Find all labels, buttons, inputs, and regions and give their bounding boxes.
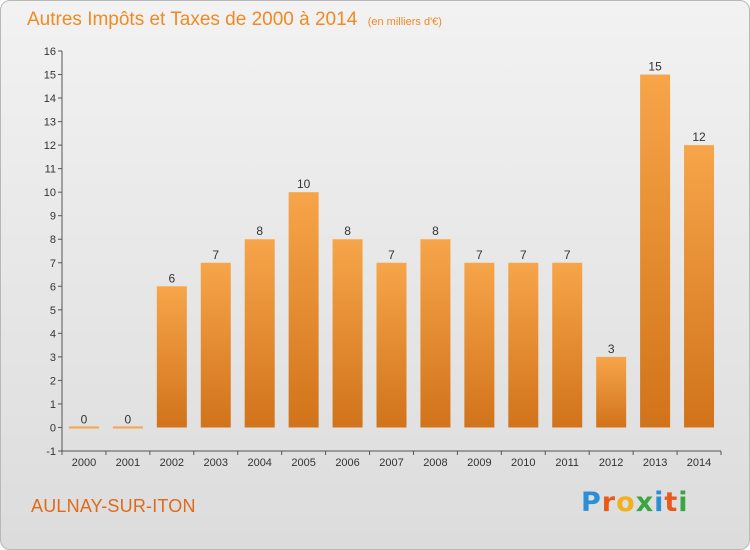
bar	[200, 262, 231, 428]
bar	[508, 262, 539, 428]
y-tick-label: 1	[50, 399, 56, 411]
y-tick-label: 12	[44, 140, 56, 152]
chart-subtitle: (en milliers d'€)	[367, 16, 442, 28]
bar-value-label: 0	[125, 412, 132, 426]
x-axis: 2000 2001 2002 2003 2004 2005 2006 2007 2008 2009…	[61, 450, 722, 469]
bar	[156, 286, 187, 428]
y-tick-label: 9	[50, 211, 56, 223]
chart-title-row: Autres Impôts et Taxes de 2000 à 2014 (e…	[27, 9, 442, 31]
x-tick-label: 2004	[247, 457, 271, 469]
data-labels: 0 0 6 7 8 10 8 7 8 7 7 7 3 15 12	[81, 60, 706, 427]
x-tick-label: 2005	[291, 457, 315, 469]
y-tick-label: 15	[44, 70, 56, 82]
y-tick-label: 5	[50, 305, 56, 317]
x-tick-label: 2007	[379, 457, 403, 469]
x-tick-label: 2002	[160, 457, 184, 469]
y-tick-label: 4	[50, 328, 56, 340]
bar-value-label: 8	[432, 224, 439, 238]
x-tick-label: 2011	[555, 457, 579, 469]
y-tick-label: 10	[44, 187, 56, 199]
x-tick-label: 2010	[511, 457, 535, 469]
bar-value-label: 3	[608, 342, 615, 356]
chart-title: Autres Impôts et Taxes de 2000 à 2014	[27, 9, 358, 30]
bar-value-label: 12	[692, 130, 706, 144]
proxiti-logo: Proxiti	[581, 487, 689, 518]
y-tick-label: 3	[50, 352, 56, 364]
bar	[112, 426, 143, 429]
x-tick-label: 2000	[72, 457, 96, 469]
bar	[596, 356, 627, 428]
bar	[420, 239, 451, 428]
logo-letter: P	[581, 487, 602, 518]
logo-letter: t	[664, 487, 679, 518]
y-tick-label: 13	[44, 117, 56, 129]
x-tick-label: 2009	[467, 457, 491, 469]
bar	[68, 426, 99, 429]
bar-value-label: 7	[388, 248, 395, 262]
bar-value-label: 15	[648, 60, 662, 74]
bar-value-label: 10	[297, 177, 311, 191]
logo-letter: i	[654, 487, 665, 518]
x-tick-label: 2008	[423, 457, 447, 469]
y-tick-label: 16	[44, 46, 56, 58]
y-tick-label: 0	[50, 422, 56, 434]
x-tick-label: 2012	[599, 457, 623, 469]
bar	[684, 145, 715, 428]
y-tick-label: 7	[50, 258, 56, 270]
bar	[640, 74, 671, 428]
bar	[376, 262, 407, 428]
bar-value-label: 8	[256, 224, 263, 238]
bar-value-label: 7	[212, 248, 219, 262]
logo-letter: i	[678, 487, 689, 518]
y-tick-label: 8	[50, 234, 56, 246]
logo-letter: x	[635, 487, 655, 518]
bar-value-label: 0	[81, 412, 88, 426]
x-tick-label: 2006	[335, 457, 359, 469]
bar-value-label: 7	[520, 248, 527, 262]
logo-letter: r	[601, 487, 617, 518]
bar-value-label: 7	[564, 248, 571, 262]
bar-value-label: 6	[168, 271, 175, 285]
bar-value-label: 7	[476, 248, 483, 262]
x-tick-label: 2013	[643, 457, 667, 469]
bar	[552, 262, 583, 428]
y-tick-label: 6	[50, 281, 56, 293]
bar	[332, 239, 363, 428]
y-tick-label: 14	[44, 93, 56, 105]
x-tick-label: 2001	[116, 457, 140, 469]
bars	[68, 74, 715, 429]
bar-value-label: 8	[344, 224, 351, 238]
y-tick-label: 11	[45, 164, 56, 176]
x-tick-label: 2014	[687, 457, 711, 469]
logo-letter: o	[616, 487, 636, 518]
y-tick-label: -1	[46, 446, 56, 458]
bar	[288, 192, 319, 428]
x-tick-label: 2003	[204, 457, 228, 469]
y-tick-label: 2	[50, 375, 56, 387]
bar	[244, 239, 275, 428]
commune-name: AULNAY-SUR-ITON	[31, 496, 196, 516]
bar	[464, 262, 495, 428]
